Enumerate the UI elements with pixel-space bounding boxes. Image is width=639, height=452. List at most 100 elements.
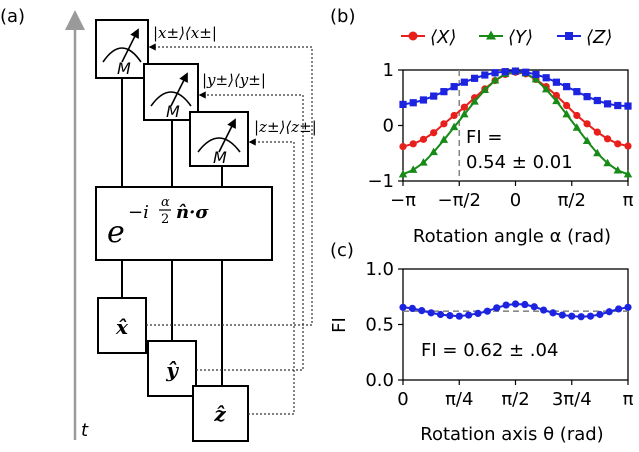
panel-c-series-0-point [615, 305, 623, 313]
panel-b-series [398, 67, 633, 178]
panel-b-chart: (b) ⟨X⟩ ⟨Y⟩ ⟨Z⟩ −π −π/2 0 π/2 π−101 FI = 0.5 [330, 6, 634, 247]
panel-b-series-2-point [552, 78, 561, 86]
input-state-z: ẑ [192, 385, 249, 442]
panel-b-series-0-point [583, 120, 591, 128]
panel-c-xtick-label: 0 [397, 389, 408, 410]
panel-b-series-0-point [563, 101, 571, 110]
panel-b-ticks: −π −π/2 0 π/2 π −1 0 1 [367, 60, 633, 211]
panel-c-series-0-point [511, 300, 520, 308]
panel-b-series-1-point [480, 85, 490, 93]
panel-c-series-0-point [586, 312, 595, 320]
panel-b-legend: ⟨X⟩ ⟨Y⟩ ⟨Z⟩ [401, 27, 612, 48]
panel-b-series-2-point [491, 69, 499, 77]
panel-b-xtick-label: −π [390, 190, 416, 211]
panel-b-series-1-point [562, 109, 571, 118]
panel-b-series-1-point [398, 169, 408, 178]
panel-c-series-0-point [465, 311, 473, 319]
panel-b-series-0-point [573, 111, 581, 120]
panel-b-label: (b) [330, 6, 355, 27]
panel-c-ylabel: FI [329, 317, 350, 333]
panel-b-series-1-point [613, 165, 622, 174]
panel-c-series-0-point [577, 313, 585, 321]
feedback-line-y [196, 91, 304, 371]
feedback-line-x [146, 43, 313, 326]
meter-y: M [143, 63, 199, 121]
panel-c-label: (c) [330, 240, 354, 261]
gate-exponent-vec: n̂·σ [176, 202, 209, 223]
panel-b-series-0-point [450, 111, 458, 120]
projector-x-label: |x±⟩⟨x±| [153, 24, 217, 42]
panel-a-circuit: (a) t e −i α 2 n̂·σ x̂ [0, 6, 317, 442]
panel-b-ytick-label: −1 [367, 171, 394, 192]
panel-c-ytick-label: 0.5 [365, 315, 394, 336]
rotation-gate-box [95, 186, 273, 261]
panel-c-series-0-point [521, 300, 529, 309]
panel-c-series-0-point [502, 301, 510, 309]
panel-c-ticks: 0 π/4 π/2 3π/4 π 0.0 0.5 1.0 [365, 259, 633, 410]
panel-b-series-0-point [614, 140, 622, 148]
legend-label-x: ⟨X⟩ [430, 27, 456, 48]
panel-b-series-line-0 [402, 71, 629, 148]
feedback-line-z [248, 138, 295, 415]
meter-z: M [189, 111, 249, 167]
panel-b-xtick-label: 0 [510, 190, 521, 211]
panel-b-series-1-point [541, 84, 551, 93]
panel-b-series-2-point [440, 88, 448, 96]
panel-b-series-2-point [399, 100, 407, 109]
panel-b-series-2-point [563, 83, 571, 91]
input-state-x: x̂ [97, 297, 147, 354]
meter-x: M [95, 19, 149, 79]
panel-b-series-1-point [460, 109, 469, 118]
gate-exponent-frac-den: 2 [161, 212, 169, 227]
panel-b-series-0-point [440, 120, 448, 128]
svg-text:ẑ: ẑ [213, 402, 226, 426]
meter-y-label: M [166, 102, 180, 121]
panel-b-series-0-point [552, 91, 561, 100]
panel-b-series-1-point [572, 123, 582, 131]
gate-exponent-frac-num: α [161, 195, 170, 210]
panel-c-series-0-point [596, 310, 604, 319]
projector-z-label: |z±⟩⟨z±| [254, 118, 317, 136]
panel-c-ytick-label: 1.0 [365, 259, 394, 280]
panel-c-series-0-point [493, 304, 501, 312]
input-state-y: ŷ [147, 340, 197, 397]
panel-b-series-2-point [614, 101, 622, 110]
panel-c-ytick-label: 0.0 [365, 370, 394, 391]
panel-c-series-0-point [399, 303, 407, 311]
panel-c-series [399, 300, 632, 321]
panel-b-xtick-label: −π/2 [438, 190, 481, 211]
panel-b-series-2-point [450, 83, 458, 91]
legend-entry-x: ⟨X⟩ [401, 27, 456, 48]
panel-c-series-0-point [418, 307, 426, 315]
panel-b-series-1-point [409, 165, 418, 173]
panel-b-xtick-label: π [623, 190, 634, 211]
panel-b-series-0-point [419, 135, 428, 143]
panel-b-series-0-point [399, 142, 407, 151]
panel-b-series-0-point [430, 129, 438, 137]
panel-c-series-0-point [408, 304, 416, 313]
meter-x-label: M [117, 59, 131, 78]
panel-c-xlabel: Rotation axis θ (rad) [420, 424, 603, 445]
panel-b-series-0-point [603, 135, 612, 143]
panel-b-series-0-point [624, 142, 632, 150]
legend-entry-z: ⟨Z⟩ [557, 27, 612, 48]
panel-b-series-1-point [582, 136, 592, 145]
panel-b-series-2-point [511, 67, 520, 75]
panel-b-series-2-point [481, 71, 489, 79]
panel-b-series-2-point [603, 100, 612, 108]
panel-b-series-1-point [449, 122, 459, 131]
panel-c-series-0-point [558, 311, 566, 319]
panel-b-series-2-point [624, 102, 632, 110]
gate-base: e [107, 215, 125, 250]
panel-b-series-0-point [409, 140, 417, 148]
panel-c-xtick-label: π/2 [501, 389, 529, 410]
panel-b-series-1-point [623, 169, 633, 178]
panel-b-series-2-point [501, 68, 509, 76]
panel-b-series-1-point [490, 76, 500, 84]
meter-z-label: M [213, 148, 227, 167]
panel-b-series-1-point [429, 147, 438, 156]
panel-c-series-0-point [455, 312, 463, 320]
panel-a-label: (a) [0, 6, 25, 27]
panel-b-series-2-point [583, 93, 591, 101]
